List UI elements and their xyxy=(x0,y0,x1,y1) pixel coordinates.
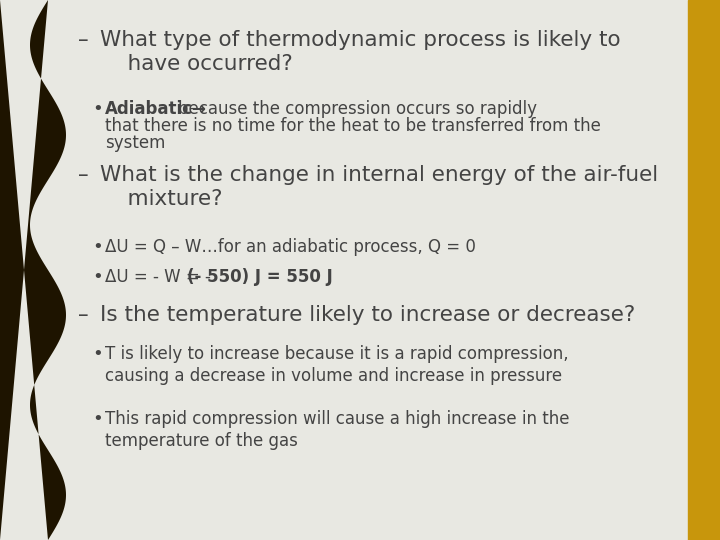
Text: (- 550) J = 550 J: (- 550) J = 550 J xyxy=(187,268,333,286)
Text: •: • xyxy=(92,345,103,363)
Text: Adiabatic→: Adiabatic→ xyxy=(105,100,207,118)
Text: T is likely to increase because it is a rapid compression,
causing a decrease in: T is likely to increase because it is a … xyxy=(105,345,569,385)
Polygon shape xyxy=(0,0,66,540)
Text: –: – xyxy=(78,30,89,50)
Text: –: – xyxy=(78,165,89,185)
Text: This rapid compression will cause a high increase in the
temperature of the gas: This rapid compression will cause a high… xyxy=(105,410,570,450)
Text: •: • xyxy=(92,238,103,256)
Text: that there is no time for the heat to be transferred from the: that there is no time for the heat to be… xyxy=(105,117,601,135)
Text: ΔU = - W = -: ΔU = - W = - xyxy=(105,268,216,286)
Bar xyxy=(688,0,720,540)
Text: Is the temperature likely to increase or decrease?: Is the temperature likely to increase or… xyxy=(100,305,635,325)
Text: because the compression occurs so rapidly: because the compression occurs so rapidl… xyxy=(178,100,537,118)
Text: What type of thermodynamic process is likely to
    have occurred?: What type of thermodynamic process is li… xyxy=(100,30,621,74)
Text: •: • xyxy=(92,410,103,428)
Text: What is the change in internal energy of the air-fuel
    mixture?: What is the change in internal energy of… xyxy=(100,165,658,209)
Text: •: • xyxy=(92,100,103,118)
Text: system: system xyxy=(105,134,166,152)
Text: ΔU = Q – W…for an adiabatic process, Q = 0: ΔU = Q – W…for an adiabatic process, Q =… xyxy=(105,238,476,256)
Text: •: • xyxy=(92,268,103,286)
Text: –: – xyxy=(78,305,89,325)
